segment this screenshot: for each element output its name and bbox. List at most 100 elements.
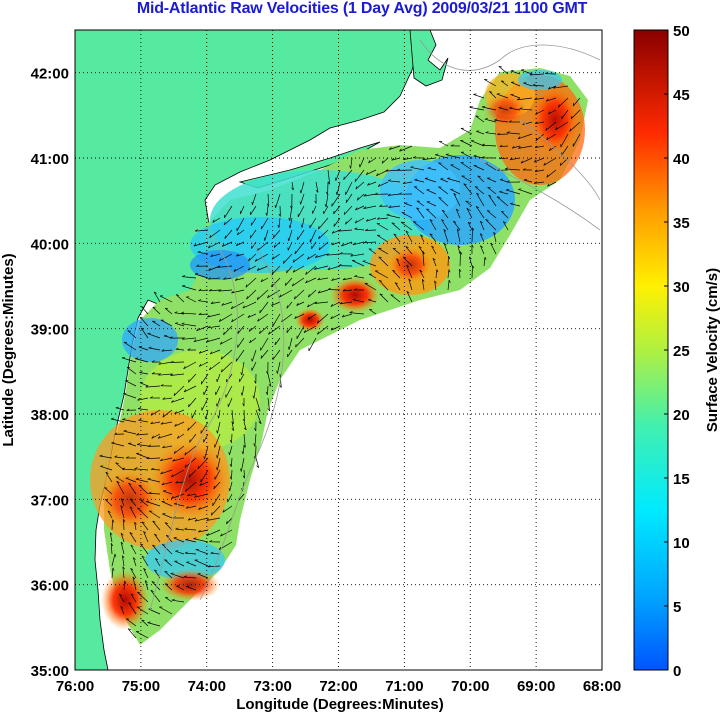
velocity-arrow-head (125, 477, 129, 479)
velocity-arrow-head (166, 534, 170, 537)
velocity-arrow (560, 133, 569, 148)
velocity-arrow-head (210, 254, 214, 257)
velocity-arrow (159, 295, 173, 303)
velocity-arrow (572, 133, 581, 147)
velocity-arrow (193, 538, 209, 543)
velocity-arrow (558, 97, 569, 108)
velocity-arrow (185, 539, 197, 543)
velocity-arrow (463, 183, 473, 195)
velocity-arrow-head (173, 392, 176, 396)
velocity-arrow (435, 154, 449, 159)
velocity-arrow (546, 97, 557, 102)
velocity-arrow (128, 482, 137, 495)
velocity-arrow (175, 528, 185, 531)
velocity-arrow-head (175, 347, 179, 350)
velocity-arrow-head (240, 372, 243, 376)
velocity-vectors (99, 66, 581, 639)
latitude-ticks: 42:00 41:00 40:00 39:00 38:00 37:00 36:00 35:00 (31, 66, 69, 680)
velocity-arrow-head (130, 544, 134, 547)
velocity-arrow-head (545, 127, 548, 131)
velocity-arrow-head (315, 189, 319, 193)
velocity-arrow-head (172, 458, 176, 462)
velocity-arrow (161, 501, 173, 507)
velocity-arrow (225, 385, 233, 398)
velocity-arrow (291, 181, 294, 191)
velocity-arrow-head (511, 145, 515, 149)
velocity-arrow-head (429, 219, 433, 222)
velocity-arrow (548, 85, 557, 90)
velocity-arrow-head (240, 468, 242, 472)
velocity-arrow-head (455, 208, 459, 212)
velocity-arrow (257, 265, 269, 271)
velocity-arrow (140, 327, 149, 339)
velocity-arrow (116, 481, 125, 495)
velocity-arrow (157, 433, 173, 439)
velocity-arrow-head (164, 570, 168, 573)
velocity-arrow-head (448, 255, 451, 259)
velocity-arrow (375, 270, 389, 279)
velocity-arrow (138, 408, 149, 411)
velocity-arrow-head (506, 180, 510, 183)
velocity-arrow-head (107, 510, 111, 513)
velocity-arrow (119, 594, 125, 603)
velocity-arrow-head (242, 305, 245, 309)
velocity-arrow-head (533, 181, 537, 184)
velocity-arrow (317, 313, 329, 324)
velocity-arrow-head (217, 415, 220, 419)
velocity-arrow-head (342, 289, 346, 292)
velocity-arrow (333, 217, 341, 227)
velocity-arrow (496, 196, 509, 207)
velocity-arrow-head (413, 221, 417, 223)
velocity-arrow (120, 532, 125, 543)
velocity-arrow-head (187, 348, 191, 351)
velocity-arrow-head (208, 267, 211, 271)
velocity-arrow-head (294, 315, 297, 319)
velocity-arrow-head (305, 280, 308, 284)
velocity-arrow (182, 276, 197, 279)
velocity-arrow-head (257, 318, 260, 322)
velocity-arrow-head (487, 187, 491, 189)
velocity-arrow-head (240, 392, 243, 396)
velocity-arrow-head (368, 160, 371, 164)
velocity-arrow-head (391, 157, 395, 161)
velocity-arrow-head (182, 284, 186, 287)
velocity-arrow (150, 421, 161, 425)
velocity-arrow-head (110, 417, 114, 420)
velocity-arrow-head (252, 395, 255, 399)
velocity-arrow (289, 217, 293, 229)
velocity-arrow-head (124, 580, 127, 584)
velocity-arrow-head (133, 557, 136, 560)
velocity-arrow (249, 337, 257, 344)
velocity-arrow (223, 277, 233, 280)
y-tick-label: 40:00 (31, 236, 69, 253)
velocity-arrow (494, 119, 509, 123)
velocity-arrow (111, 553, 116, 567)
velocity-arrow-head (471, 244, 474, 248)
velocity-arrow (105, 472, 113, 483)
velocity-arrow (460, 140, 473, 147)
colorbar-tick-label: 35 (673, 215, 690, 232)
velocity-arrow (471, 227, 473, 243)
velocity-arrow-head (254, 258, 257, 262)
velocity-arrow (125, 477, 137, 483)
velocity-arrow (376, 223, 389, 231)
velocity-arrow-head (388, 205, 392, 208)
velocity-arrow-head (354, 275, 358, 277)
velocity-arrow-head (120, 541, 124, 545)
velocity-arrow-head (263, 237, 266, 241)
velocity-arrow-head (164, 559, 168, 561)
velocity-arrow (137, 507, 149, 519)
velocity-arrow (287, 349, 293, 358)
velocity-arrow-head (254, 428, 257, 432)
velocity-arrow-head (303, 330, 306, 333)
velocity-arrow-head (257, 408, 261, 412)
velocity-arrow (149, 510, 161, 519)
x-tick-label: 71:00 (385, 678, 423, 695)
velocity-arrow-head (379, 204, 383, 207)
map-title: Mid-Atlantic Raw Velocities (1 Day Avg) … (136, 0, 588, 17)
velocity-arrow (438, 197, 449, 207)
velocity-arrow-head (469, 256, 472, 260)
velocity-arrow (160, 469, 173, 475)
velocity-arrow (408, 278, 413, 291)
velocity-arrow (161, 481, 173, 486)
